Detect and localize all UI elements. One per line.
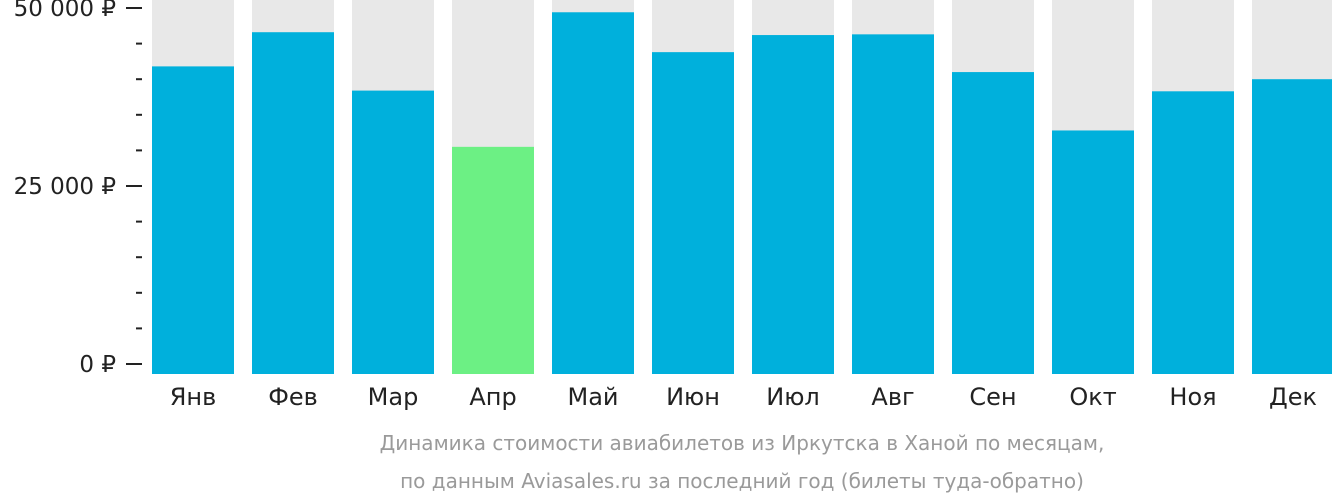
chart-caption-line-2: по данным Aviasales.ru за последний год … <box>400 469 1084 493</box>
y-tick-label: 25 000 ₽ <box>14 174 116 200</box>
x-tick-label: Дек <box>1269 383 1317 411</box>
bar-1 <box>152 66 234 374</box>
bar-10 <box>1052 130 1134 374</box>
y-axis: 0 ₽ 25 000 ₽ 50 000 ₽ <box>14 0 142 378</box>
bar-6 <box>652 52 734 374</box>
bar-7 <box>752 35 834 374</box>
y-tick-label: 50 000 ₽ <box>14 0 116 22</box>
x-tick-label: Июн <box>666 383 720 411</box>
x-tick-label: Июл <box>766 383 820 411</box>
x-tick-label: Янв <box>170 383 217 411</box>
x-tick-label: Окт <box>1069 383 1116 411</box>
x-tick-label: Сен <box>969 383 1016 411</box>
chart-caption-line-1: Динамика стоимости авиабилетов из Иркутс… <box>380 431 1105 455</box>
bar-2 <box>252 32 334 374</box>
x-tick-label: Фев <box>268 383 318 411</box>
x-tick-label: Мар <box>368 383 419 411</box>
bar-5 <box>552 12 634 374</box>
data-bars <box>152 12 1332 375</box>
bar-12 <box>1252 79 1332 374</box>
bar-9 <box>952 72 1034 374</box>
x-tick-label: Апр <box>469 383 516 411</box>
y-tick-label: 0 ₽ <box>79 352 116 378</box>
x-axis-labels: Янв Фев Мар Апр Май Июн Июл Авг Сен Окт Ноя Дек <box>170 383 1317 411</box>
bar-4 <box>452 146 534 374</box>
bar-8 <box>852 34 934 375</box>
x-tick-label: Ноя <box>1169 383 1216 411</box>
bar-11 <box>1152 91 1234 374</box>
x-tick-label: Авг <box>871 383 914 411</box>
x-tick-label: Май <box>567 383 618 411</box>
bar-3 <box>352 90 434 374</box>
